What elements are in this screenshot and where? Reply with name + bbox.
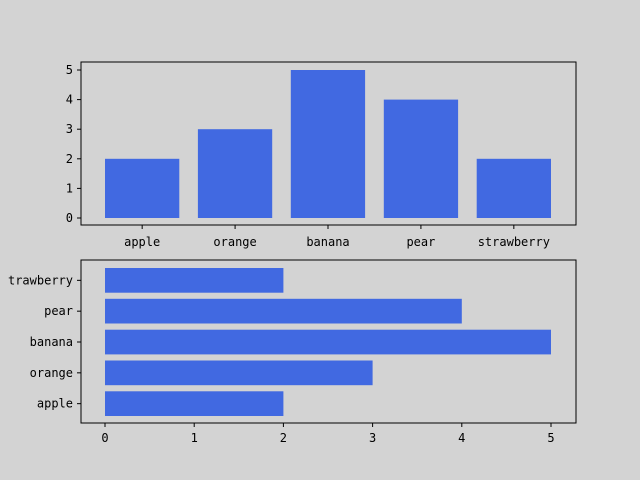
bar-pear	[383, 99, 459, 218]
x-tick-label: 1	[191, 431, 198, 445]
hbar-banana	[105, 329, 551, 355]
y-tick-label: trawberry	[8, 273, 73, 287]
vertical-chart-y-tick-labels: 0 1 2 3 4 5	[66, 63, 81, 225]
y-tick-label: 5	[66, 63, 73, 77]
hbar-pear	[105, 298, 462, 324]
horizontal-chart-bars	[105, 268, 551, 416]
x-tick-label: 0	[101, 431, 108, 445]
y-tick-label: 4	[66, 93, 73, 107]
y-tick-label: banana	[30, 335, 73, 349]
x-tick-label: strawberry	[478, 235, 550, 249]
y-tick-label: orange	[30, 366, 73, 380]
x-tick-label: 3	[369, 431, 376, 445]
vertical-chart-bars	[105, 70, 551, 218]
x-tick-label: 2	[280, 431, 287, 445]
y-tick-label: pear	[44, 304, 73, 318]
y-tick-label: 2	[66, 152, 73, 166]
x-tick-label: orange	[213, 235, 256, 249]
x-tick-label: apple	[124, 235, 160, 249]
x-tick-label: 5	[547, 431, 554, 445]
y-tick-label: 0	[66, 211, 73, 225]
y-tick-label: 3	[66, 122, 73, 136]
y-tick-label: 1	[66, 181, 73, 195]
horizontal-chart-y-tick-labels: apple orange banana pear trawberry	[8, 273, 81, 411]
hbar-strawberry	[105, 268, 284, 293]
x-tick-label: 4	[458, 431, 465, 445]
x-tick-label: banana	[306, 235, 349, 249]
horizontal-chart-x-tick-labels: 0 1 2 3 4 5	[101, 423, 555, 445]
bar-banana	[290, 70, 366, 218]
bar-apple	[105, 158, 180, 218]
hbar-orange	[105, 360, 373, 386]
vertical-bar-chart: apple orange banana pear strawberry 0 1 2 3 4 5	[66, 61, 577, 249]
hbar-apple	[105, 391, 284, 416]
y-tick-label: apple	[37, 397, 73, 411]
bar-orange	[197, 129, 273, 218]
vertical-chart-x-tick-labels: apple orange banana pear strawberry	[124, 225, 550, 249]
horizontal-bar-chart: apple orange banana pear trawberry 0 1 2 3 4 5	[8, 259, 577, 445]
bar-strawberry	[476, 158, 551, 218]
x-tick-label: pear	[406, 235, 435, 249]
